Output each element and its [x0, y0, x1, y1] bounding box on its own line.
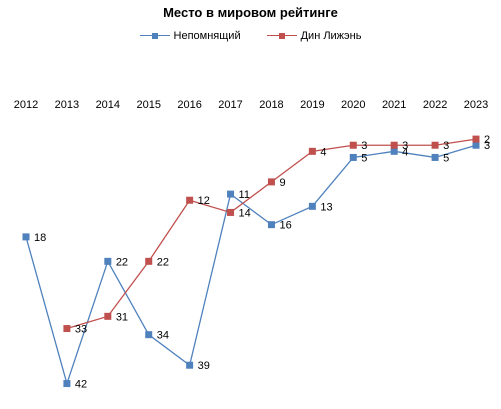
- legend-entry-ding-liren: Дин Лижэнь: [266, 30, 362, 42]
- data-point-series-0: [472, 141, 480, 149]
- x-tick-label: 2016: [177, 99, 201, 111]
- data-label-series-1: 22: [157, 256, 169, 268]
- legend-label-ding-liren: Дин Лижэнь: [300, 30, 362, 42]
- data-label-series-1: 33: [75, 324, 87, 336]
- data-point-series-1: [63, 325, 71, 333]
- data-label-series-1: 12: [198, 195, 210, 207]
- data-point-series-0: [349, 153, 357, 161]
- x-tick-label: 2023: [464, 99, 488, 111]
- x-tick-label: 2012: [14, 99, 38, 111]
- series-line-0: [25, 144, 477, 386]
- data-label-series-0: 5: [443, 152, 449, 164]
- legend-swatch-nepomniachtchi: [139, 31, 170, 41]
- data-label-series-1: 2: [484, 134, 490, 146]
- data-point-series-0: [22, 233, 30, 241]
- data-label-series-0: 13: [320, 201, 332, 213]
- data-label-series-0: 3: [484, 140, 490, 152]
- data-label-series-0: 22: [116, 256, 128, 268]
- legend: Непомнящий Дин Лижэнь: [0, 30, 501, 42]
- data-label-series-0: 39: [198, 360, 210, 372]
- x-tick-label: 2022: [423, 99, 447, 111]
- data-label-series-1: 31: [116, 311, 128, 323]
- data-point-series-0: [390, 147, 398, 155]
- series-line-1: [66, 138, 477, 330]
- data-point-series-1: [472, 135, 480, 143]
- legend-entry-nepomniachtchi: Непомнящий: [139, 30, 241, 42]
- data-point-series-0: [267, 221, 275, 229]
- x-tick-label: 2018: [259, 99, 283, 111]
- data-label-series-0: 5: [361, 152, 367, 164]
- data-point-series-0: [186, 361, 194, 369]
- data-point-series-1: [186, 196, 194, 204]
- data-point-series-0: [104, 257, 112, 265]
- data-point-series-1: [390, 141, 398, 149]
- x-tick-label: 2017: [218, 99, 242, 111]
- data-label-series-0: 11: [239, 189, 250, 201]
- data-label-series-1: 3: [443, 140, 449, 152]
- x-tick-label: 2013: [55, 99, 79, 111]
- data-point-series-1: [104, 312, 112, 320]
- data-label-series-0: 34: [157, 330, 169, 342]
- data-label-series-0: 16: [279, 220, 291, 232]
- legend-swatch-ding-liren: [266, 31, 297, 41]
- data-label-series-1: 14: [239, 207, 251, 219]
- x-tick-label: 2021: [382, 99, 406, 111]
- chart-title: Место в мировом рейтинге: [163, 5, 338, 20]
- data-point-series-1: [227, 208, 235, 216]
- data-point-series-0: [227, 190, 235, 198]
- data-point-series-1: [431, 141, 439, 149]
- data-label-series-1: 3: [361, 140, 367, 152]
- data-point-series-1: [308, 147, 316, 155]
- data-point-series-0: [308, 202, 316, 210]
- data-label-series-0: 4: [402, 146, 408, 158]
- data-label-series-1: 3: [402, 140, 408, 152]
- x-tick-label: 2014: [96, 99, 120, 111]
- x-tick-label: 2015: [136, 99, 160, 111]
- data-label-series-0: 42: [75, 379, 87, 391]
- data-label-series-1: 4: [320, 146, 326, 158]
- data-point-series-1: [145, 257, 153, 265]
- legend-label-nepomniachtchi: Непомнящий: [173, 30, 241, 42]
- data-point-series-1: [267, 178, 275, 186]
- data-point-series-1: [349, 141, 357, 149]
- data-point-series-0: [63, 380, 71, 388]
- data-label-series-1: 9: [279, 177, 285, 189]
- x-tick-label: 2019: [300, 99, 324, 111]
- data-point-series-0: [431, 153, 439, 161]
- data-point-series-0: [145, 331, 153, 339]
- data-label-series-0: 18: [34, 232, 46, 244]
- x-tick-label: 2020: [341, 99, 365, 111]
